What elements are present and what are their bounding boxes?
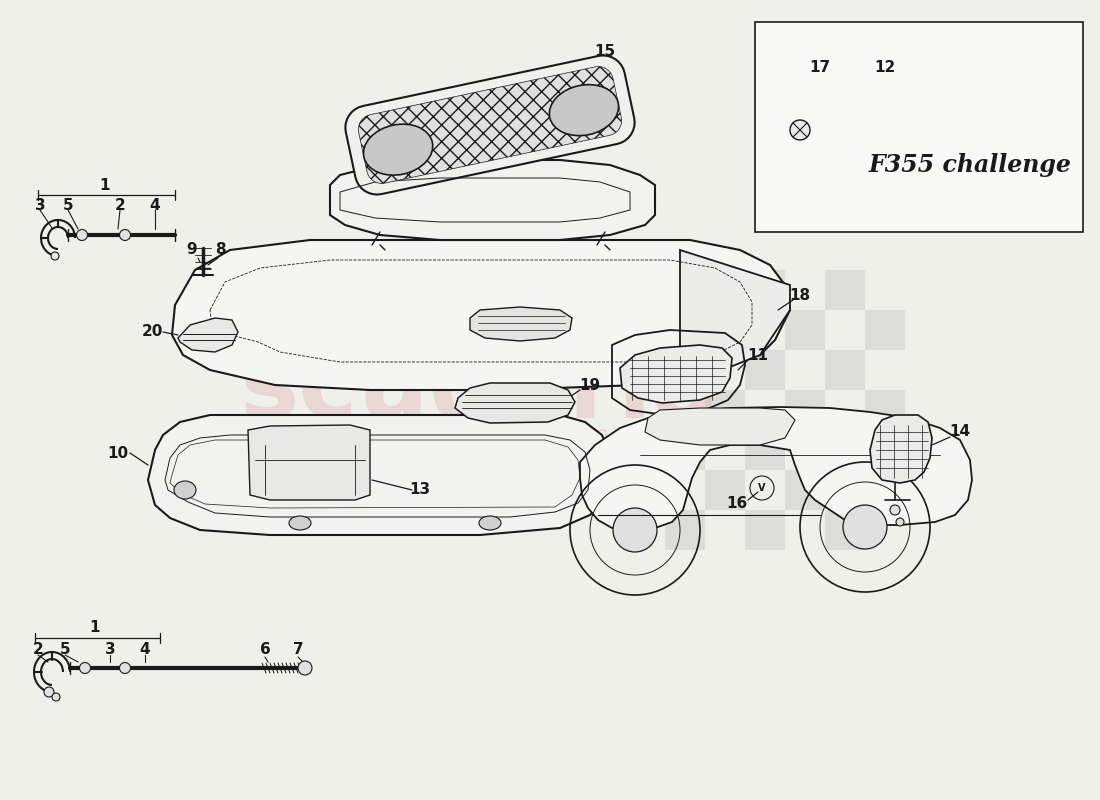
Circle shape [120, 230, 131, 241]
Ellipse shape [363, 124, 432, 175]
Text: 13: 13 [409, 482, 430, 498]
Bar [705, 470, 745, 510]
Circle shape [52, 693, 60, 701]
Polygon shape [680, 250, 790, 385]
Bar [745, 510, 785, 550]
Text: 5: 5 [63, 198, 74, 213]
Bar [666, 270, 705, 310]
Text: 6: 6 [260, 642, 271, 658]
Polygon shape [172, 240, 790, 390]
Text: 9: 9 [187, 242, 197, 258]
Bar [785, 470, 825, 510]
Text: 14: 14 [949, 425, 970, 439]
Polygon shape [330, 160, 654, 240]
Polygon shape [345, 55, 635, 194]
Text: 15: 15 [594, 45, 616, 59]
Text: 3: 3 [35, 198, 45, 213]
Ellipse shape [289, 516, 311, 530]
Polygon shape [470, 307, 572, 341]
Circle shape [790, 120, 810, 140]
Text: 19: 19 [580, 378, 601, 393]
Bar [865, 390, 905, 430]
Text: 2: 2 [33, 642, 43, 658]
Bar [745, 430, 785, 470]
Text: c a r   p a r t s   t e a m: c a r p a r t s t e a m [352, 425, 608, 445]
Bar [745, 350, 785, 390]
Text: scuderia: scuderia [240, 342, 720, 438]
Text: V: V [758, 483, 766, 493]
Circle shape [843, 505, 887, 549]
Ellipse shape [174, 481, 196, 499]
Bar [666, 510, 705, 550]
Polygon shape [620, 345, 732, 403]
Text: 4: 4 [140, 642, 151, 658]
Text: 11: 11 [748, 347, 769, 362]
Text: 4: 4 [150, 198, 161, 213]
Bar [865, 310, 905, 350]
Bar [825, 350, 865, 390]
Text: 8: 8 [214, 242, 225, 258]
Text: 12: 12 [874, 61, 895, 75]
Bar [705, 390, 745, 430]
Bar [785, 390, 825, 430]
Circle shape [77, 230, 88, 241]
Polygon shape [580, 407, 972, 530]
Text: 1: 1 [90, 621, 100, 635]
Text: 3: 3 [104, 642, 116, 658]
Polygon shape [248, 425, 370, 500]
Polygon shape [870, 415, 932, 483]
Polygon shape [148, 415, 612, 535]
Circle shape [79, 662, 90, 674]
Circle shape [613, 508, 657, 552]
Bar [666, 430, 705, 470]
Text: 2: 2 [114, 198, 125, 213]
Text: 5: 5 [59, 642, 70, 658]
Polygon shape [645, 408, 795, 445]
Polygon shape [455, 383, 575, 423]
Circle shape [120, 662, 131, 674]
Text: 1: 1 [100, 178, 110, 193]
Bar [865, 470, 905, 510]
Text: 7: 7 [293, 642, 304, 658]
Text: 10: 10 [108, 446, 129, 461]
Polygon shape [359, 66, 622, 183]
Circle shape [890, 505, 900, 515]
Text: 16: 16 [726, 495, 748, 510]
Ellipse shape [549, 85, 618, 136]
Text: 18: 18 [790, 287, 811, 302]
Circle shape [51, 252, 59, 260]
Bar [745, 270, 785, 310]
Bar [825, 430, 865, 470]
Bar [755, 22, 1084, 232]
Ellipse shape [478, 516, 500, 530]
Text: 20: 20 [141, 325, 163, 339]
Text: 17: 17 [810, 61, 830, 75]
Bar [705, 310, 745, 350]
Bar [666, 350, 705, 390]
Bar [825, 270, 865, 310]
Circle shape [44, 687, 54, 697]
Bar [785, 310, 825, 350]
Circle shape [896, 518, 904, 526]
Circle shape [298, 661, 312, 675]
Text: F355 challenge: F355 challenge [869, 153, 1071, 177]
Bar [825, 510, 865, 550]
Polygon shape [178, 318, 238, 352]
